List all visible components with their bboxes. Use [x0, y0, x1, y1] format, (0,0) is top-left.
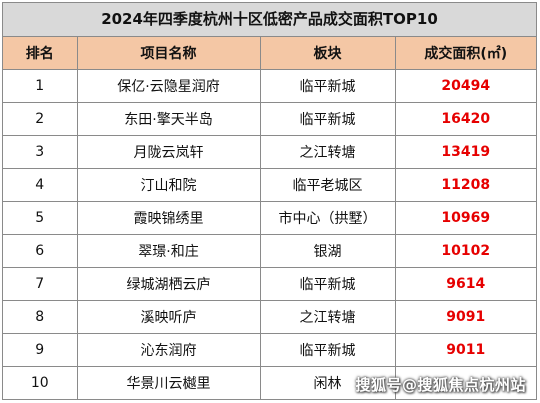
rank-cell: 3: [3, 135, 78, 169]
rank-cell: 7: [3, 267, 78, 301]
district-cell: 闲林: [259, 366, 396, 399]
project-cell: 沁东润府: [76, 333, 261, 367]
area-cell: 10102: [394, 234, 536, 268]
header-rank: 排名: [3, 37, 78, 70]
project-cell: 保亿·云隐星润府: [76, 69, 261, 103]
rank-cell: 4: [3, 168, 78, 202]
project-cell: 绿城湖栖云庐: [76, 267, 261, 301]
area-cell: 9614: [394, 267, 536, 301]
table-row: 7 绿城湖栖云庐 临平新城 9614: [3, 267, 536, 301]
ranking-table: 排名 项目名称 板块 成交面积(㎡) 1 保亿·云隐星润府 临平新城 20494…: [3, 37, 536, 399]
area-cell: 9091: [394, 300, 536, 334]
watermark-text: 搜狐号@搜狐焦点杭州站: [355, 376, 526, 394]
rank-cell: 10: [3, 366, 78, 399]
area-cell: 20494: [394, 69, 536, 103]
ranking-table-sheet: 2024年四季度杭州十区低密产品成交面积TOP10 排名 项目名称 板块 成交面…: [2, 2, 537, 400]
district-cell: 临平新城: [259, 333, 396, 367]
rank-cell: 8: [3, 300, 78, 334]
district-cell: 之江转塘: [259, 135, 396, 169]
header-project: 项目名称: [76, 37, 261, 70]
rank-cell: 1: [3, 69, 78, 103]
table-row: 10 华景川云樾里 闲林: [3, 366, 536, 399]
project-cell: 翠璟·和庄: [76, 234, 261, 268]
area-cell: 11208: [394, 168, 536, 202]
table-row: 9 沁东润府 临平新城 9011: [3, 333, 536, 367]
table-row: 8 溪映听庐 之江转塘 9091: [3, 300, 536, 334]
area-cell: [394, 366, 536, 399]
district-cell: 之江转塘: [259, 300, 396, 334]
area-cell: 16420: [394, 102, 536, 136]
project-cell: 溪映听庐: [76, 300, 261, 334]
header-row: 排名 项目名称 板块 成交面积(㎡): [3, 37, 536, 70]
district-cell: 临平老城区: [259, 168, 396, 202]
table-row: 3 月陇云岚轩 之江转塘 13419: [3, 135, 536, 169]
rank-cell: 6: [3, 234, 78, 268]
area-cell: 10969: [394, 201, 536, 235]
table-row: 4 汀山和院 临平老城区 11208: [3, 168, 536, 202]
project-cell: 华景川云樾里: [76, 366, 261, 399]
project-cell: 霞映锦绣里: [76, 201, 261, 235]
table-title: 2024年四季度杭州十区低密产品成交面积TOP10: [3, 3, 536, 37]
table-row: 2 东田·擎天半岛 临平新城 16420: [3, 102, 536, 136]
district-cell: 临平新城: [259, 267, 396, 301]
header-area: 成交面积(㎡): [394, 37, 536, 70]
rank-cell: 2: [3, 102, 78, 136]
area-cell: 9011: [394, 333, 536, 367]
table-row: 1 保亿·云隐星润府 临平新城 20494: [3, 69, 536, 103]
rank-cell: 9: [3, 333, 78, 367]
project-cell: 东田·擎天半岛: [76, 102, 261, 136]
project-cell: 月陇云岚轩: [76, 135, 261, 169]
area-cell: 13419: [394, 135, 536, 169]
header-district: 板块: [259, 37, 396, 70]
district-cell: 市中心（拱墅）: [259, 201, 396, 235]
rank-cell: 5: [3, 201, 78, 235]
district-cell: 银湖: [259, 234, 396, 268]
table-row: 5 霞映锦绣里 市中心（拱墅） 10969: [3, 201, 536, 235]
table-row: 6 翠璟·和庄 银湖 10102: [3, 234, 536, 268]
project-cell: 汀山和院: [76, 168, 261, 202]
district-cell: 临平新城: [259, 69, 396, 103]
district-cell: 临平新城: [259, 102, 396, 136]
